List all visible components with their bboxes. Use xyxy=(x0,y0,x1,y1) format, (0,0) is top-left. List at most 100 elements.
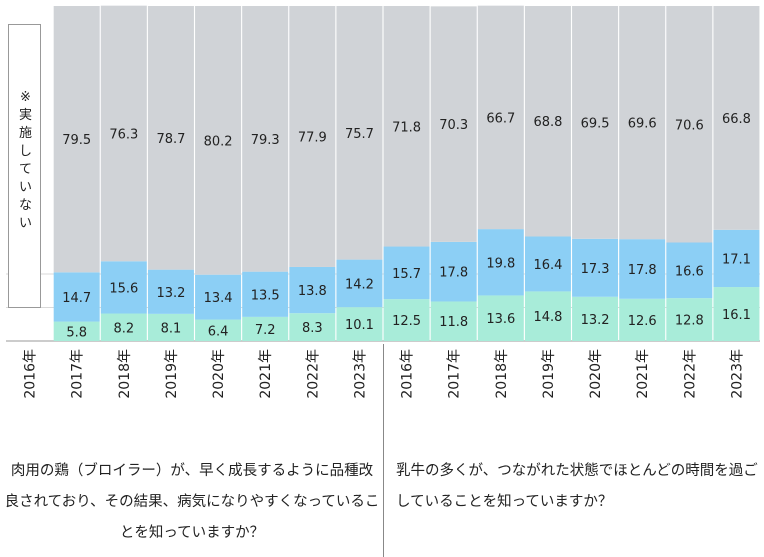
x-tick-labels: 2016年 2017年 2018年 2019年 2020年 2021年 2022年 2023年… xyxy=(23,349,746,399)
bar-segment xyxy=(666,298,713,341)
bar-segment xyxy=(383,6,430,247)
bar-segment xyxy=(524,291,571,341)
bar-segment xyxy=(619,298,666,341)
x-tick-label: 2019年 xyxy=(541,349,557,399)
bar-segment xyxy=(713,229,760,288)
bar-segment xyxy=(53,272,100,322)
data-label: 69.6 xyxy=(628,117,657,132)
bar-segment xyxy=(383,299,430,341)
data-label: 12.6 xyxy=(628,314,657,329)
bar-segment xyxy=(572,238,619,297)
bar-segment xyxy=(289,313,336,341)
data-label: 13.5 xyxy=(251,288,280,303)
value-labels: 5.8 14.7 79.5 8.2 15.6 76.3 8.1 13.2 78.7 6.4 13.4… xyxy=(62,111,751,340)
data-label: 5.8 xyxy=(66,325,87,340)
bar-segment xyxy=(147,269,194,314)
bar-segment xyxy=(100,261,147,314)
data-label: 68.8 xyxy=(533,115,562,130)
bar-segment xyxy=(666,242,713,299)
data-label: 19.8 xyxy=(486,256,515,271)
x-tick-label: 2016年 xyxy=(23,349,39,399)
x-tick-label: 2021年 xyxy=(258,349,274,399)
data-label: 13.2 xyxy=(581,313,610,328)
bar-segment xyxy=(195,6,242,275)
bar-segment xyxy=(242,271,289,317)
bar-segment xyxy=(477,5,524,230)
x-tick-label: 2017年 xyxy=(70,349,86,399)
bar-segment xyxy=(242,6,289,272)
data-label: 80.2 xyxy=(204,134,233,149)
x-tick-label: 2021年 xyxy=(635,349,651,399)
bar-segment xyxy=(666,6,713,243)
bar-segment xyxy=(336,259,383,308)
bar-segment xyxy=(336,307,383,341)
data-label: 15.7 xyxy=(392,267,421,282)
data-label: 8.3 xyxy=(302,321,323,336)
data-label: 17.1 xyxy=(722,252,751,267)
data-label: 12.8 xyxy=(675,314,704,329)
group-separator xyxy=(383,344,384,557)
bar-segment xyxy=(430,241,477,302)
data-label: 7.2 xyxy=(255,323,276,338)
bar-segment xyxy=(383,246,430,300)
bar-segment xyxy=(524,6,571,237)
bar-segment xyxy=(100,313,147,341)
bar-segment xyxy=(619,6,666,240)
data-label: 16.1 xyxy=(722,308,751,323)
data-label: 17.8 xyxy=(439,266,468,281)
bar-segment xyxy=(242,316,289,341)
data-label: 77.9 xyxy=(298,130,327,145)
bar-segment xyxy=(619,239,666,299)
not-conducted-note: ※ 実 施 し て い な い xyxy=(18,90,32,231)
bar-segment xyxy=(53,6,100,273)
bar-segment xyxy=(524,236,571,292)
data-label: 13.6 xyxy=(486,312,515,327)
x-tick-label: 2018年 xyxy=(494,349,510,399)
caption-dairy-question: 乳牛の多くが、つながれた状態でほとんどの時間を過ごしていることを知っていますか？ xyxy=(396,463,758,510)
data-label: 79.5 xyxy=(62,133,91,148)
bar-segment xyxy=(430,301,477,341)
x-tick-label: 2018年 xyxy=(117,349,133,399)
data-label: 70.3 xyxy=(439,118,468,133)
bar-segment xyxy=(572,296,619,341)
data-label: 17.3 xyxy=(581,262,610,277)
data-label: 6.4 xyxy=(208,324,229,339)
data-label: 16.6 xyxy=(675,264,704,279)
data-label: 78.7 xyxy=(156,132,185,147)
data-label: 75.7 xyxy=(345,127,374,142)
x-tick-label: 2023年 xyxy=(352,349,368,399)
data-label: 13.8 xyxy=(298,284,327,299)
data-label: 66.8 xyxy=(722,112,751,127)
x-tick-label: 2022年 xyxy=(682,349,698,399)
bar-segment xyxy=(53,321,100,341)
data-label: 8.2 xyxy=(113,321,134,336)
bar-segment xyxy=(430,6,477,242)
bar-segment xyxy=(336,6,383,260)
data-label: 15.6 xyxy=(109,281,138,296)
x-tick-label: 2022年 xyxy=(305,349,321,399)
bar-segment xyxy=(289,266,336,314)
data-label: 16.4 xyxy=(533,258,562,273)
bar-segment xyxy=(477,295,524,341)
data-label: 13.4 xyxy=(204,291,233,306)
bars xyxy=(53,5,760,341)
data-label: 79.3 xyxy=(251,133,280,148)
data-label: 14.7 xyxy=(62,291,91,306)
x-tick-label: 2023年 xyxy=(729,349,745,399)
data-label: 10.1 xyxy=(345,318,374,333)
x-tick-label: 2020年 xyxy=(211,349,227,399)
bar-segment xyxy=(147,313,194,341)
data-label: 69.5 xyxy=(581,116,610,131)
data-label: 66.7 xyxy=(486,111,515,126)
data-label: 76.3 xyxy=(109,127,138,142)
bar-segment xyxy=(477,229,524,296)
caption-broiler-question: 肉用の鶏（ブロイラー）が、早く成長するように品種改良されており、その結果、病気に… xyxy=(4,463,380,541)
bar-segment xyxy=(147,6,194,270)
bar-segment xyxy=(100,5,147,262)
bar-segment xyxy=(572,6,619,239)
bar-segment xyxy=(289,6,336,267)
data-label: 71.8 xyxy=(392,120,421,135)
x-tick-label: 2019年 xyxy=(164,349,180,399)
bar-segment xyxy=(195,274,242,320)
